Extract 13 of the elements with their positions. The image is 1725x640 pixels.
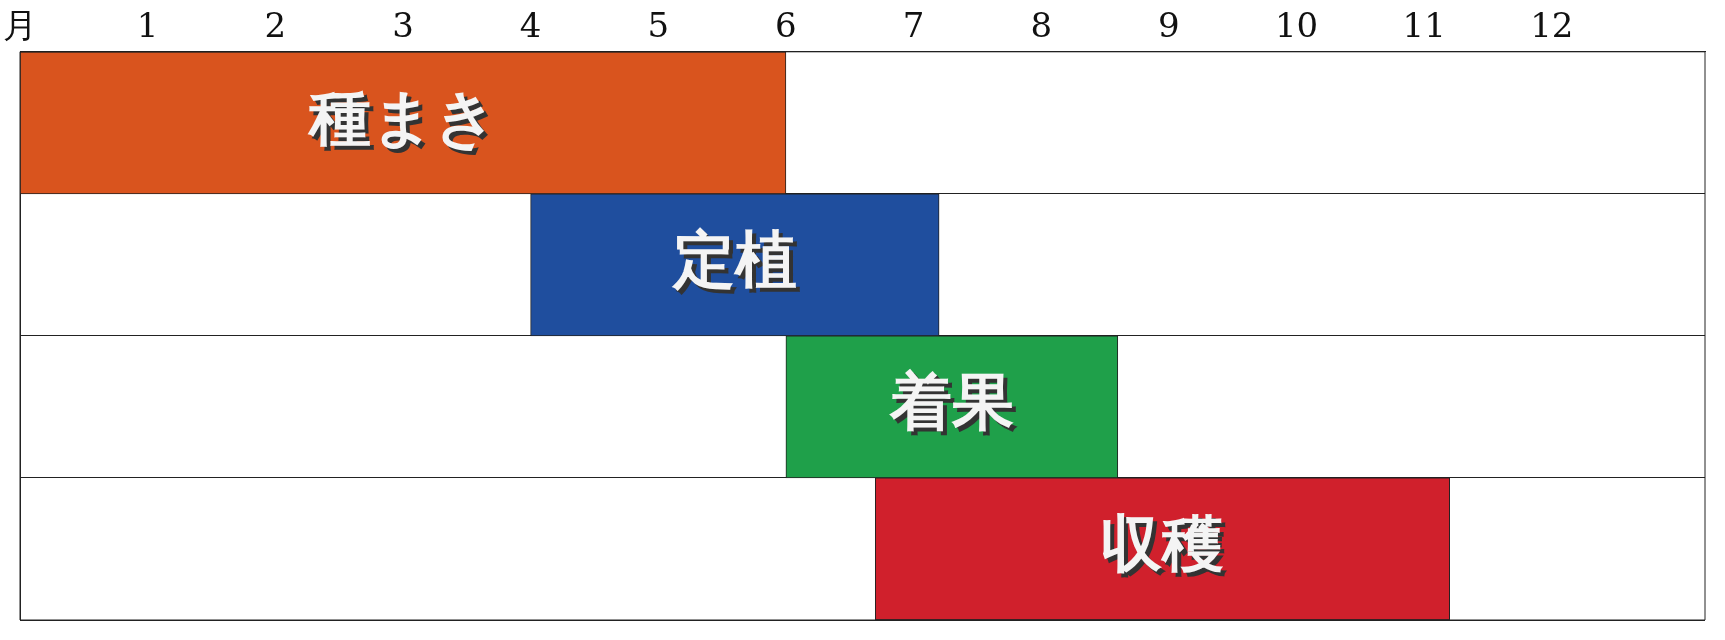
x-tick-label: 12 <box>1530 5 1574 46</box>
x-tick-label: 11 <box>1402 5 1446 46</box>
x-tick-label: 7 <box>902 5 925 46</box>
x-tick-label: 10 <box>1274 5 1319 46</box>
x-tick-label: 3 <box>392 5 414 46</box>
x-tick-label: 4 <box>519 5 542 46</box>
x-tick-label: 月 <box>3 5 37 46</box>
x-tick-label: 6 <box>775 5 797 46</box>
x-tick-label: 1 <box>136 5 159 46</box>
x-tick-label: 8 <box>1030 5 1053 46</box>
x-tick-label: 5 <box>647 5 670 46</box>
x-tick-label: 9 <box>1158 5 1180 46</box>
x-tick-label: 2 <box>264 5 287 46</box>
